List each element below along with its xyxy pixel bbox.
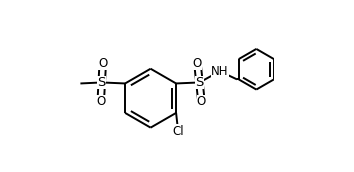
Text: NH: NH (211, 65, 229, 78)
Text: Cl: Cl (172, 125, 184, 138)
Text: O: O (193, 57, 202, 70)
Text: O: O (197, 95, 206, 108)
Text: O: O (98, 57, 107, 70)
Text: S: S (195, 76, 204, 89)
Text: O: O (96, 95, 105, 108)
Text: S: S (98, 76, 106, 89)
